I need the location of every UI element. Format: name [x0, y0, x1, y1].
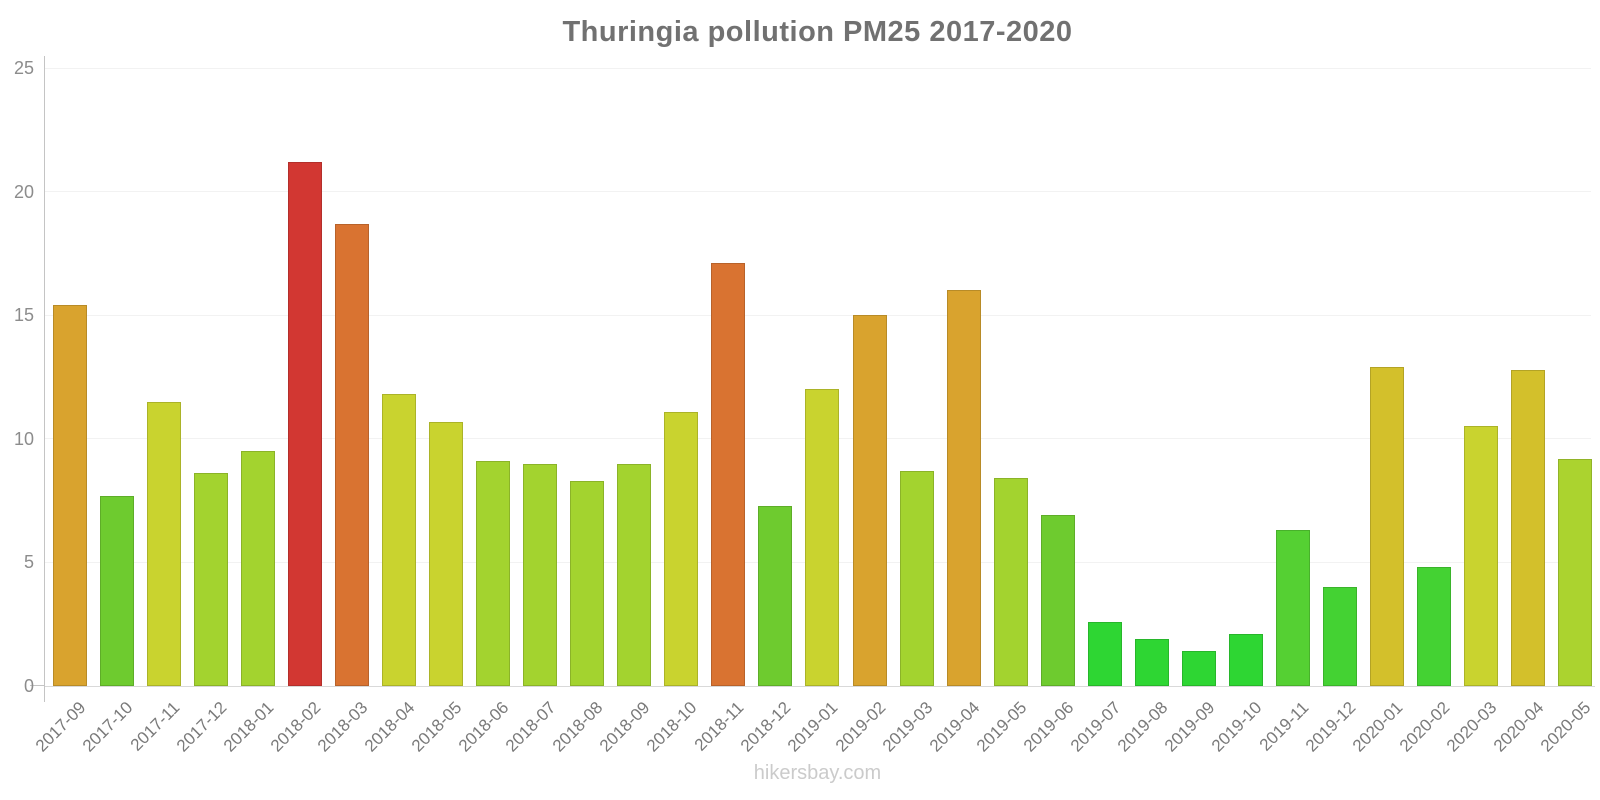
y-axis-line	[44, 56, 45, 702]
footer-watermark: hikersbay.com	[753, 762, 882, 784]
bar-2020-04	[1511, 369, 1546, 686]
bar-2017-11	[146, 401, 181, 686]
bar-2018-02	[287, 161, 322, 686]
y-tick-label-20: 20	[13, 181, 34, 202]
bar-2020-02	[1417, 567, 1452, 686]
bar-2018-04	[381, 394, 416, 686]
bar-2018-03	[334, 223, 369, 686]
y-tick-label-5: 5	[23, 552, 34, 573]
bar-2019-05	[993, 478, 1028, 686]
y-tick-label-15: 15	[13, 305, 34, 326]
chart-title: Thuringia pollution PM25 2017-2020	[562, 16, 1073, 48]
bar-2020-03	[1464, 426, 1499, 686]
bar-2017-12	[193, 473, 228, 686]
bar-2019-06	[1040, 515, 1075, 686]
bar-2019-09	[1181, 651, 1216, 686]
bar-2020-05	[1558, 458, 1593, 686]
bar-2020-01	[1370, 367, 1405, 686]
bar-2018-09	[617, 463, 652, 686]
bar-2019-04	[946, 290, 981, 686]
plot-area	[44, 67, 1595, 687]
bar-2018-06	[476, 461, 511, 686]
bar-2017-10	[99, 495, 134, 686]
bar-2018-07	[523, 463, 558, 686]
bar-2018-05	[428, 421, 463, 686]
bar-2019-10	[1229, 634, 1263, 686]
gridline-20	[44, 191, 1591, 193]
bar-2019-07	[1087, 621, 1122, 686]
bar-2019-12	[1323, 587, 1358, 686]
bar-2019-01	[805, 389, 840, 686]
y-tick-label-10: 10	[13, 428, 34, 449]
y-tick-label-0: 0	[23, 676, 34, 696]
bar-2017-09	[52, 305, 87, 686]
bar-2018-12	[758, 505, 793, 686]
y-axis-zero-tick	[30, 685, 44, 686]
gridline-25	[44, 67, 1591, 69]
bar-2018-01	[240, 451, 275, 686]
bar-2019-11	[1276, 530, 1311, 686]
bar-2019-03	[899, 470, 934, 686]
bar-2019-08	[1134, 639, 1169, 686]
y-tick-label-25: 25	[13, 58, 34, 78]
x-axis-line	[44, 686, 1595, 687]
bar-2019-02	[852, 315, 887, 686]
bar-2018-10	[664, 411, 699, 686]
bar-2018-08	[570, 480, 605, 686]
gridline-15	[44, 314, 1591, 316]
bar-2018-11	[711, 263, 746, 686]
